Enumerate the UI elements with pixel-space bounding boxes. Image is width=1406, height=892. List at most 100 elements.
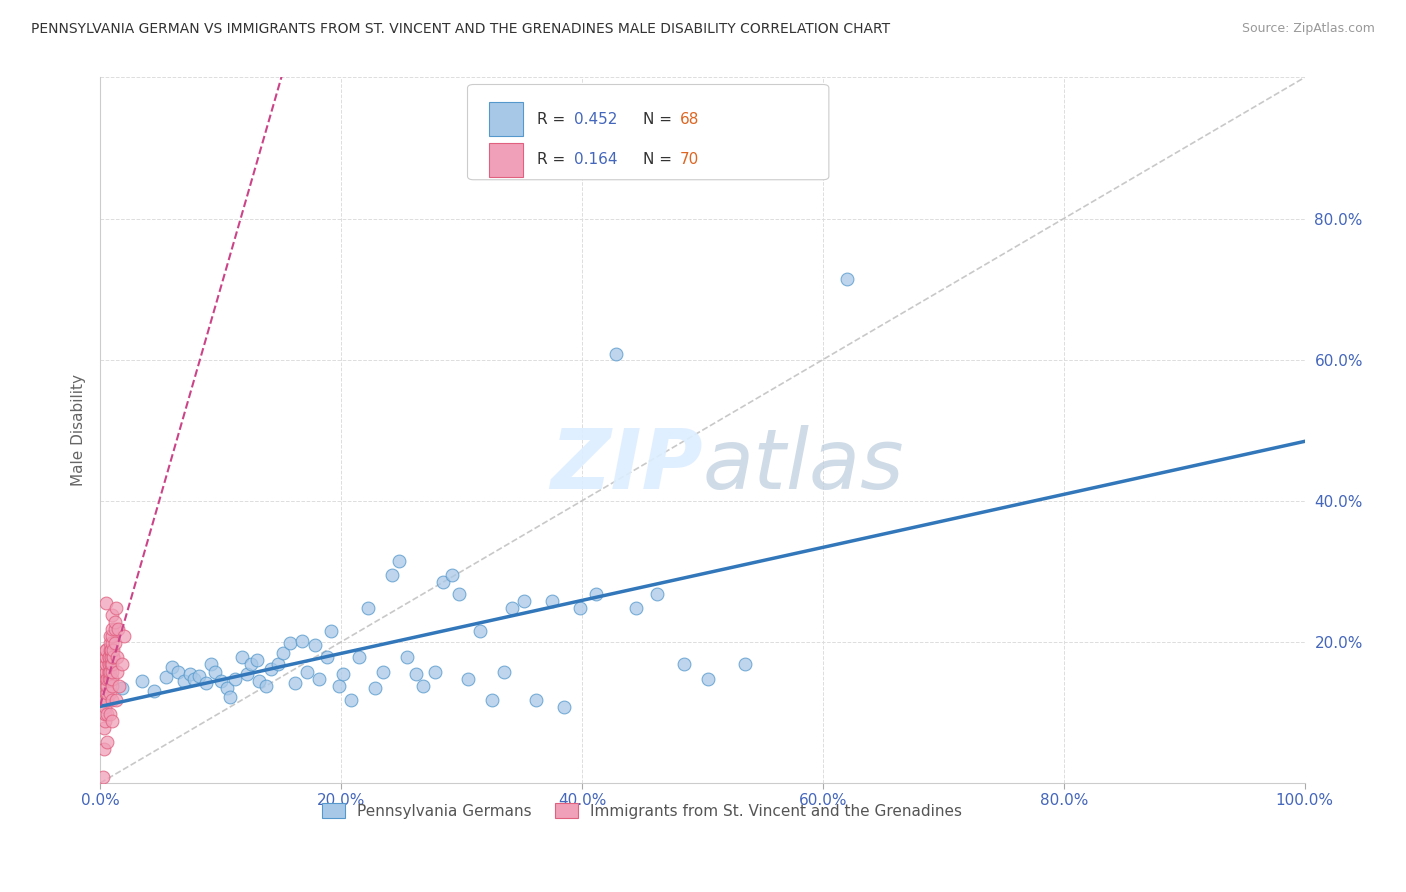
Text: 0.452: 0.452 xyxy=(574,112,617,127)
Point xyxy=(332,666,354,681)
Point xyxy=(440,567,463,582)
Point xyxy=(457,672,479,686)
Point xyxy=(94,643,117,657)
Text: R =: R = xyxy=(537,112,571,127)
Point xyxy=(204,665,226,679)
Point xyxy=(96,672,118,686)
Point xyxy=(835,271,858,285)
Point xyxy=(100,657,122,672)
Point xyxy=(94,679,117,693)
Point xyxy=(108,679,131,693)
Point xyxy=(100,657,122,672)
Point xyxy=(91,771,114,785)
Point xyxy=(405,666,427,681)
Point xyxy=(101,608,124,623)
Text: N =: N = xyxy=(644,112,678,127)
Text: R =: R = xyxy=(537,153,571,168)
Point xyxy=(247,673,270,688)
Point xyxy=(97,657,120,672)
Point xyxy=(339,693,361,707)
Point xyxy=(315,650,337,665)
Point xyxy=(94,714,117,728)
Point xyxy=(280,636,302,650)
Point xyxy=(328,679,350,693)
Point xyxy=(105,665,128,679)
Point xyxy=(103,615,125,629)
Text: 70: 70 xyxy=(679,153,699,168)
Point xyxy=(356,601,378,615)
Point xyxy=(513,594,536,608)
Point xyxy=(94,596,117,610)
Point xyxy=(98,636,121,650)
Point xyxy=(364,681,387,695)
Point xyxy=(381,567,404,582)
Point xyxy=(284,676,307,690)
Point xyxy=(155,670,177,684)
FancyBboxPatch shape xyxy=(468,85,830,180)
Point xyxy=(173,673,195,688)
Point xyxy=(94,657,117,672)
Point xyxy=(101,665,124,679)
Point xyxy=(246,652,269,666)
Point xyxy=(231,650,253,665)
Point xyxy=(143,684,166,698)
FancyBboxPatch shape xyxy=(489,103,523,136)
Text: N =: N = xyxy=(644,153,678,168)
Legend: Pennsylvania Germans, Immigrants from St. Vincent and the Grenadines: Pennsylvania Germans, Immigrants from St… xyxy=(316,797,969,825)
Point xyxy=(98,643,121,657)
Point xyxy=(624,601,647,615)
Point xyxy=(98,665,121,679)
Point xyxy=(432,574,454,589)
Point xyxy=(260,662,283,676)
Point xyxy=(96,706,118,721)
Point xyxy=(254,679,277,693)
Point xyxy=(568,601,591,615)
Point xyxy=(308,672,330,686)
Point xyxy=(101,679,124,693)
Point xyxy=(103,636,125,650)
Text: 68: 68 xyxy=(679,112,699,127)
Point xyxy=(93,742,115,756)
Point xyxy=(267,657,290,672)
Point xyxy=(98,686,121,700)
Point xyxy=(373,665,395,679)
Point xyxy=(98,672,121,686)
Text: Source: ZipAtlas.com: Source: ZipAtlas.com xyxy=(1241,22,1375,36)
Point xyxy=(101,693,124,707)
Point xyxy=(271,646,294,660)
FancyBboxPatch shape xyxy=(489,143,523,177)
Point xyxy=(94,706,117,721)
Point xyxy=(94,672,117,686)
Point xyxy=(104,601,127,615)
Point xyxy=(96,679,118,693)
Point xyxy=(96,735,118,749)
Point xyxy=(97,665,120,679)
Point xyxy=(98,629,121,643)
Point xyxy=(94,665,117,679)
Point xyxy=(101,629,124,643)
Point xyxy=(131,673,153,688)
Point xyxy=(291,633,314,648)
Point xyxy=(423,665,446,679)
Point xyxy=(96,686,118,700)
Point xyxy=(167,665,190,679)
Point xyxy=(209,673,232,688)
Point xyxy=(585,587,607,601)
Point xyxy=(239,657,262,672)
Point xyxy=(645,587,668,601)
Point xyxy=(100,643,122,657)
Point xyxy=(605,347,627,361)
Point xyxy=(673,657,696,672)
Point xyxy=(304,639,326,653)
Point xyxy=(96,693,118,707)
Point xyxy=(94,672,117,686)
Point xyxy=(236,666,259,681)
Point xyxy=(100,650,122,665)
Point xyxy=(105,650,128,665)
Point xyxy=(97,657,120,672)
Point xyxy=(94,650,117,665)
Point xyxy=(97,650,120,665)
Point xyxy=(100,650,122,665)
Text: PENNSYLVANIA GERMAN VS IMMIGRANTS FROM ST. VINCENT AND THE GRENADINES MALE DISAB: PENNSYLVANIA GERMAN VS IMMIGRANTS FROM S… xyxy=(31,22,890,37)
Point xyxy=(101,672,124,686)
